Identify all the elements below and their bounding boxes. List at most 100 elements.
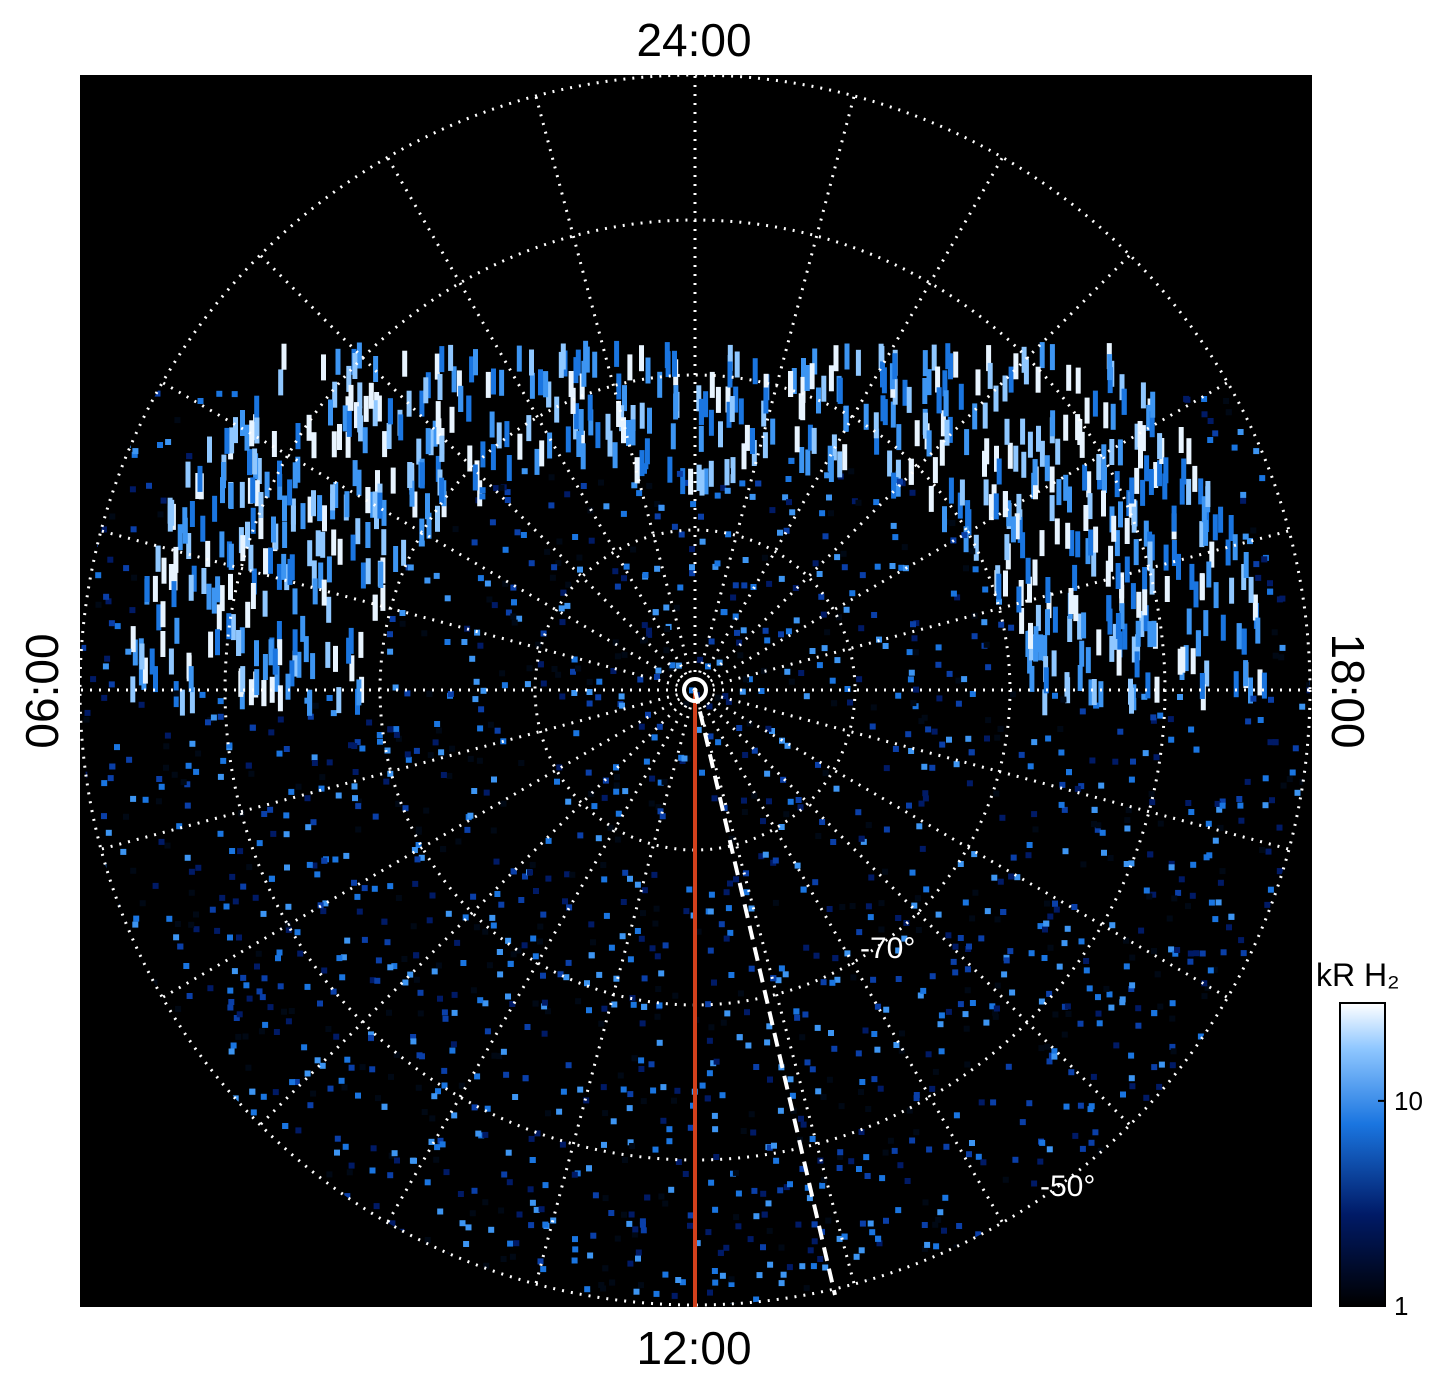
pixel [1032, 826, 1039, 833]
pixel [878, 926, 885, 933]
pixel [341, 1084, 348, 1091]
pixel [151, 979, 158, 986]
pixel [743, 889, 750, 896]
pixel [778, 575, 785, 582]
pixel [652, 1146, 659, 1153]
pixel [263, 548, 269, 575]
pixel [1111, 515, 1117, 542]
pixel [563, 974, 570, 981]
pixel [786, 499, 792, 506]
pixel [1003, 957, 1010, 964]
pixel [413, 976, 420, 983]
pixel [344, 1193, 351, 1200]
pixel [1185, 903, 1191, 910]
pixel [1309, 679, 1310, 686]
pixel [256, 840, 263, 847]
pixel [863, 1154, 870, 1161]
pixel [545, 1008, 551, 1015]
pixel [614, 1235, 621, 1242]
pixel [921, 1245, 928, 1252]
pixel [940, 410, 946, 437]
pixel [366, 719, 373, 726]
pixel [1135, 691, 1142, 698]
pixel [537, 661, 544, 668]
pixel [753, 1296, 760, 1303]
pixel [546, 381, 552, 408]
pixel [1244, 778, 1251, 785]
pixel [344, 1056, 351, 1063]
pixel [664, 342, 670, 369]
pixel [656, 1002, 663, 1009]
pixel [1014, 874, 1021, 881]
pixel [437, 1137, 444, 1144]
pixel [1197, 1033, 1204, 1040]
pixel [497, 971, 504, 978]
pixel [814, 1024, 821, 1031]
pixel [926, 1146, 933, 1153]
pixel [498, 901, 505, 908]
pixel [656, 723, 663, 730]
pixel [741, 797, 747, 804]
pixel [783, 527, 790, 534]
pixel [684, 755, 691, 762]
pixel [1123, 937, 1129, 944]
pixel [1255, 574, 1262, 581]
pixel [699, 538, 706, 545]
pixel [1027, 431, 1033, 458]
pixel [1158, 1061, 1165, 1068]
pixel [327, 1085, 334, 1092]
pixel [1189, 563, 1195, 590]
pixel [1148, 469, 1154, 495]
pixel [895, 459, 901, 486]
pixel [610, 1118, 617, 1125]
pixel [1220, 949, 1227, 956]
pixel [711, 1268, 718, 1274]
pixel [777, 1187, 784, 1194]
pixel [480, 441, 486, 468]
pixel [758, 688, 765, 694]
pixel [763, 373, 769, 400]
pixel [638, 723, 645, 730]
pixel [743, 870, 749, 877]
pixel [142, 657, 148, 684]
pixel [1231, 444, 1238, 451]
pixel [245, 762, 252, 769]
pixel [1115, 613, 1121, 639]
pixel [1109, 439, 1115, 465]
pixel [1267, 886, 1274, 893]
pixel [1243, 660, 1249, 687]
pixel [819, 510, 826, 517]
pixel [913, 686, 919, 693]
pixel [571, 1257, 578, 1264]
pixel [678, 754, 685, 761]
pixel [1124, 825, 1131, 832]
pixel [772, 857, 779, 864]
pixel [654, 513, 661, 520]
pixel [1236, 796, 1243, 802]
pixel [1169, 1062, 1176, 1069]
pixel [333, 645, 338, 672]
pixel [1039, 530, 1045, 557]
pixel [545, 837, 552, 844]
pixel [748, 1111, 755, 1118]
pixel [437, 374, 443, 400]
pixel [591, 803, 598, 810]
pixel [372, 813, 379, 820]
pixel [1096, 629, 1102, 656]
pixel [482, 1199, 489, 1206]
pixel [999, 814, 1006, 821]
pixel [1205, 820, 1212, 827]
pixel [1064, 925, 1071, 932]
pixel [548, 474, 555, 481]
pixel [859, 1220, 866, 1227]
pixel [1118, 501, 1123, 528]
pixel [501, 1171, 508, 1178]
pixel [157, 442, 163, 448]
pixel [1109, 635, 1115, 662]
pixel [431, 968, 438, 975]
pixel [738, 398, 744, 425]
pixel [545, 875, 552, 882]
pixel [254, 480, 260, 507]
pixel [666, 1138, 673, 1145]
pixel [769, 728, 775, 734]
